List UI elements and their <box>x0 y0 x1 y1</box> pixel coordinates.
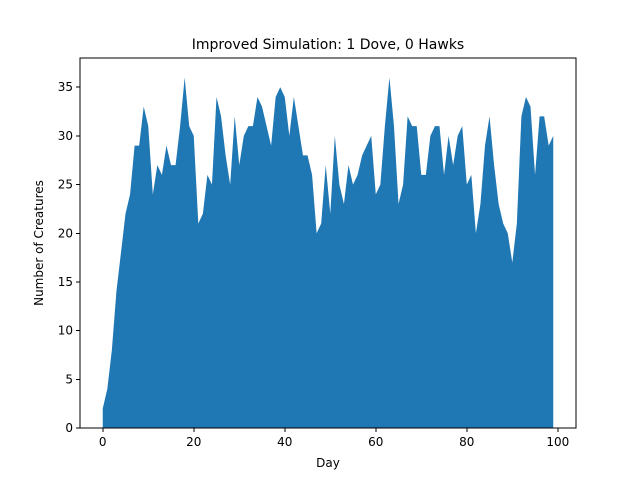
y-tick-label: 35 <box>58 80 73 94</box>
y-tick-label: 10 <box>58 324 73 338</box>
x-tick-label: 100 <box>546 435 569 449</box>
y-tick-label: 15 <box>58 275 73 289</box>
y-axis-label: Number of Creatures <box>32 180 46 306</box>
y-tick-label: 20 <box>58 226 73 240</box>
chart-title: Improved Simulation: 1 Dove, 0 Hawks <box>192 37 464 53</box>
creature-count-area <box>102 77 554 428</box>
y-tick-label: 0 <box>65 421 73 435</box>
plot-area <box>102 77 554 428</box>
y-tick-label: 25 <box>58 178 73 192</box>
axes-frame <box>79 57 577 429</box>
x-tick-label: 60 <box>368 435 383 449</box>
y-axis-ticks: 0 5 10 15 20 25 30 35 <box>58 80 80 435</box>
x-tick-label: 40 <box>277 435 292 449</box>
x-tick-label: 80 <box>459 435 474 449</box>
y-tick-label: 5 <box>65 372 73 386</box>
x-tick-label: 20 <box>186 435 201 449</box>
y-tick-label: 30 <box>58 129 73 143</box>
x-tick-label: 0 <box>99 435 107 449</box>
x-axis-ticks: 0 20 40 60 80 100 <box>99 428 569 449</box>
x-axis-label: Day <box>316 456 340 470</box>
